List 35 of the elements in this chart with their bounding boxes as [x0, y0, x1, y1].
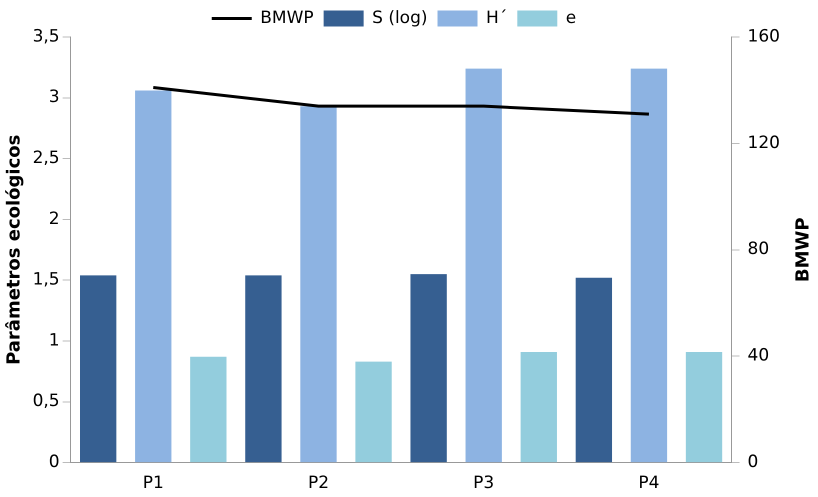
- x-tick-label: P3: [473, 473, 494, 494]
- y2-tick-label: 160: [748, 26, 780, 46]
- bar: [80, 275, 116, 462]
- y-tick-label: 2,5: [32, 148, 60, 168]
- bar: [410, 274, 447, 462]
- y-tick-label: 1,5: [32, 270, 60, 290]
- y2-tick-label: 120: [748, 132, 780, 153]
- bar: [300, 106, 337, 462]
- y2-tick-label: 80: [748, 239, 770, 260]
- bar: [576, 278, 612, 462]
- y-tick-label: 3,5: [32, 26, 60, 46]
- bar: [245, 275, 282, 462]
- legend-label: H´: [486, 8, 508, 28]
- y2-tick-label: 0: [748, 452, 758, 472]
- y-tick-label: 0,5: [32, 391, 60, 412]
- bar: [466, 68, 502, 462]
- bar: [520, 352, 557, 462]
- legend-label: S (log): [372, 8, 428, 28]
- bar: [190, 356, 226, 462]
- y-tick-label: 1: [48, 330, 60, 350]
- y2-tick-label: 40: [748, 346, 770, 366]
- y2-axis-title: BMWP: [792, 217, 814, 282]
- bar: [630, 68, 668, 462]
- bar: [135, 90, 172, 462]
- legend-label: e: [566, 8, 576, 28]
- x-tick-label: P2: [308, 473, 330, 494]
- y-tick-label: 3: [48, 87, 60, 108]
- legend-label: BMWP: [260, 8, 314, 28]
- y-axis-title: Parâmetros ecológicos: [3, 134, 24, 365]
- x-tick-label: P4: [638, 473, 660, 494]
- y-tick-label: 2: [48, 208, 60, 229]
- bar: [686, 352, 722, 462]
- bar: [355, 362, 392, 462]
- y-tick-label: 0: [48, 452, 60, 472]
- x-tick-label: P1: [142, 473, 164, 494]
